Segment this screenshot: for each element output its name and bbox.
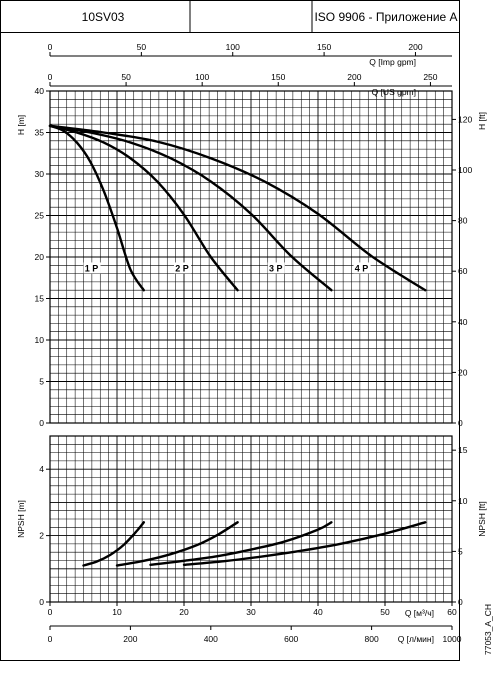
x-tick-label: 50	[380, 607, 390, 617]
head-ytick-label: 10	[35, 335, 45, 345]
side-code: 77053_A_CH	[483, 604, 493, 655]
npsh-curve-1p	[82, 521, 145, 567]
x-tick-label: 40	[313, 607, 323, 617]
head-y2tick-label: 60	[458, 266, 468, 276]
header-standard: ISO 9906 - Приложение A	[314, 10, 457, 24]
head-y2tick-label: 20	[458, 367, 468, 377]
top-axis-label: Q [Imp gpm]	[369, 57, 416, 67]
npsh-y2tick-label: 0	[458, 597, 463, 607]
npsh-ytick-label: 4	[39, 464, 44, 474]
npsh-y2tick-label: 15	[458, 445, 468, 455]
npsh-y2tick-label: 10	[458, 496, 468, 506]
head-curve-label: 3 P	[269, 263, 283, 273]
head-ytick-label: 5	[39, 377, 44, 387]
x-tick-label: 10	[112, 607, 122, 617]
head-curve-label-bg	[353, 262, 371, 274]
head-curve-label: 2 P	[175, 263, 189, 273]
head-y2tick-label: 0	[458, 418, 463, 428]
bottom-axis-tick-label: 1000	[443, 634, 462, 644]
bottom-axis-tick-label: 400	[204, 634, 218, 644]
head-ytick-label: 0	[39, 418, 44, 428]
head-ytick-label: 20	[35, 252, 45, 262]
head-curve-4p	[48, 124, 427, 292]
npsh-y2tick-label: 5	[458, 546, 463, 556]
head-ytick-label: 35	[35, 128, 45, 138]
head-y2tick-label: 100	[458, 165, 472, 175]
bottom-axis-label: Q [л/мин]	[398, 634, 434, 644]
head-curve-1p	[48, 124, 145, 292]
head-ylabel: H [m]	[16, 115, 26, 135]
x-tick-label: 20	[179, 607, 189, 617]
head-y2label: H [ft]	[477, 112, 487, 130]
head-curve-label-bg	[267, 262, 285, 274]
npsh-curve-4p	[182, 521, 427, 567]
top-axis-tick-label: 150	[317, 42, 331, 52]
bottom-axis-tick-label: 0	[48, 634, 53, 644]
head-ytick-label: 30	[35, 169, 45, 179]
head-curve-3p	[48, 124, 333, 292]
head-ytick-label: 25	[35, 211, 45, 221]
top-axis-tick-label: 50	[121, 72, 131, 82]
head-curve-label: 4 P	[355, 263, 369, 273]
top-axis-tick-label: 200	[347, 72, 361, 82]
bottom-axis-tick-label: 200	[123, 634, 137, 644]
bottom-axis-tick-label: 600	[284, 634, 298, 644]
npsh-ytick-label: 0	[39, 597, 44, 607]
npsh-ytick-label: 2	[39, 531, 44, 541]
npsh-y2label: NPSH [ft]	[477, 501, 487, 536]
top-axis-tick-label: 0	[48, 42, 53, 52]
npsh-curve-2p	[115, 521, 239, 567]
head-y2tick-label: 40	[458, 317, 468, 327]
head-curve-label: 1 P	[85, 263, 99, 273]
npsh-ylabel: NPSH [m]	[16, 500, 26, 538]
head-curve-label-bg	[83, 262, 101, 274]
plot-frame	[0, 32, 460, 661]
top-axis-tick-label: 50	[137, 42, 147, 52]
head-ytick-label: 15	[35, 294, 45, 304]
top-axis-tick-label: 0	[48, 72, 53, 82]
top-axis-tick-label: 150	[271, 72, 285, 82]
top-axis-tick-label: 100	[226, 42, 240, 52]
bottom-axis-tick-label: 800	[365, 634, 379, 644]
top-axis-tick-label: 100	[195, 72, 209, 82]
head-y2tick-label: 120	[458, 114, 472, 124]
head-y2tick-label: 80	[458, 216, 468, 226]
npsh-curve-3p	[149, 521, 333, 567]
head-curve-label-bg	[173, 262, 191, 274]
x-axis-label: Q [м³/ч]	[405, 608, 434, 618]
header-model: 10SV03	[82, 10, 125, 24]
x-tick-label: 60	[447, 607, 457, 617]
top-axis-tick-label: 200	[408, 42, 422, 52]
top-axis-label: Q [US gpm]	[372, 87, 416, 97]
x-tick-label: 0	[48, 607, 53, 617]
x-tick-label: 30	[246, 607, 256, 617]
head-curve-2p	[48, 124, 239, 292]
head-ytick-label: 40	[35, 86, 45, 96]
top-axis-tick-label: 250	[423, 72, 437, 82]
